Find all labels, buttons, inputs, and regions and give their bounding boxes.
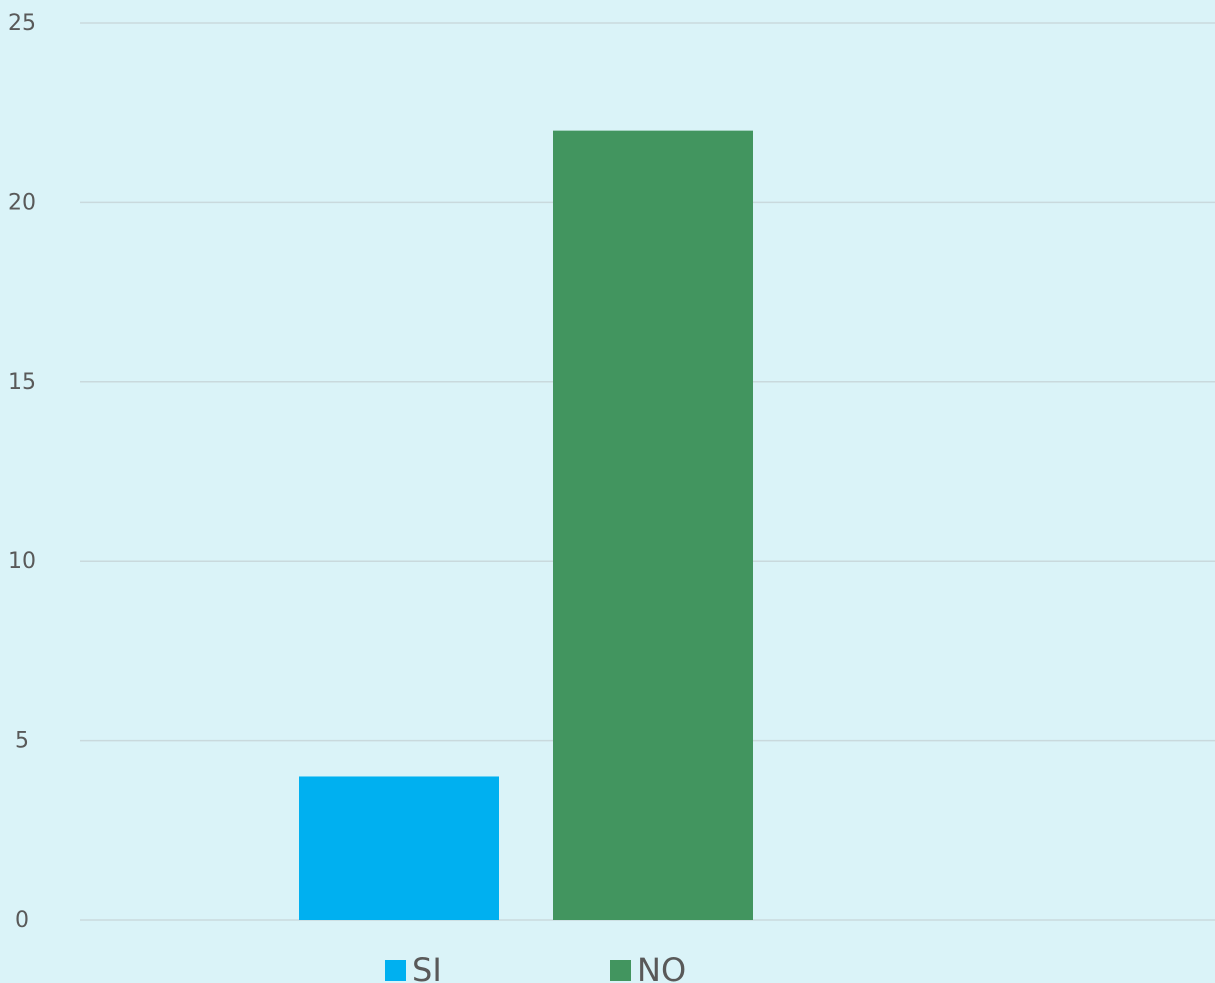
y-tick-label: 25	[8, 11, 36, 36]
bar	[299, 776, 499, 920]
y-tick-label: 10	[8, 549, 36, 574]
y-tick-label: 0	[15, 908, 29, 933]
legend-label: NO	[637, 951, 686, 983]
legend-label: SI	[412, 951, 442, 983]
legend-swatch	[385, 960, 406, 981]
y-tick-label: 20	[8, 190, 36, 215]
y-tick-label: 5	[15, 729, 29, 754]
y-tick-label: 15	[8, 370, 36, 395]
bar	[553, 130, 753, 920]
legend-swatch	[610, 960, 631, 981]
